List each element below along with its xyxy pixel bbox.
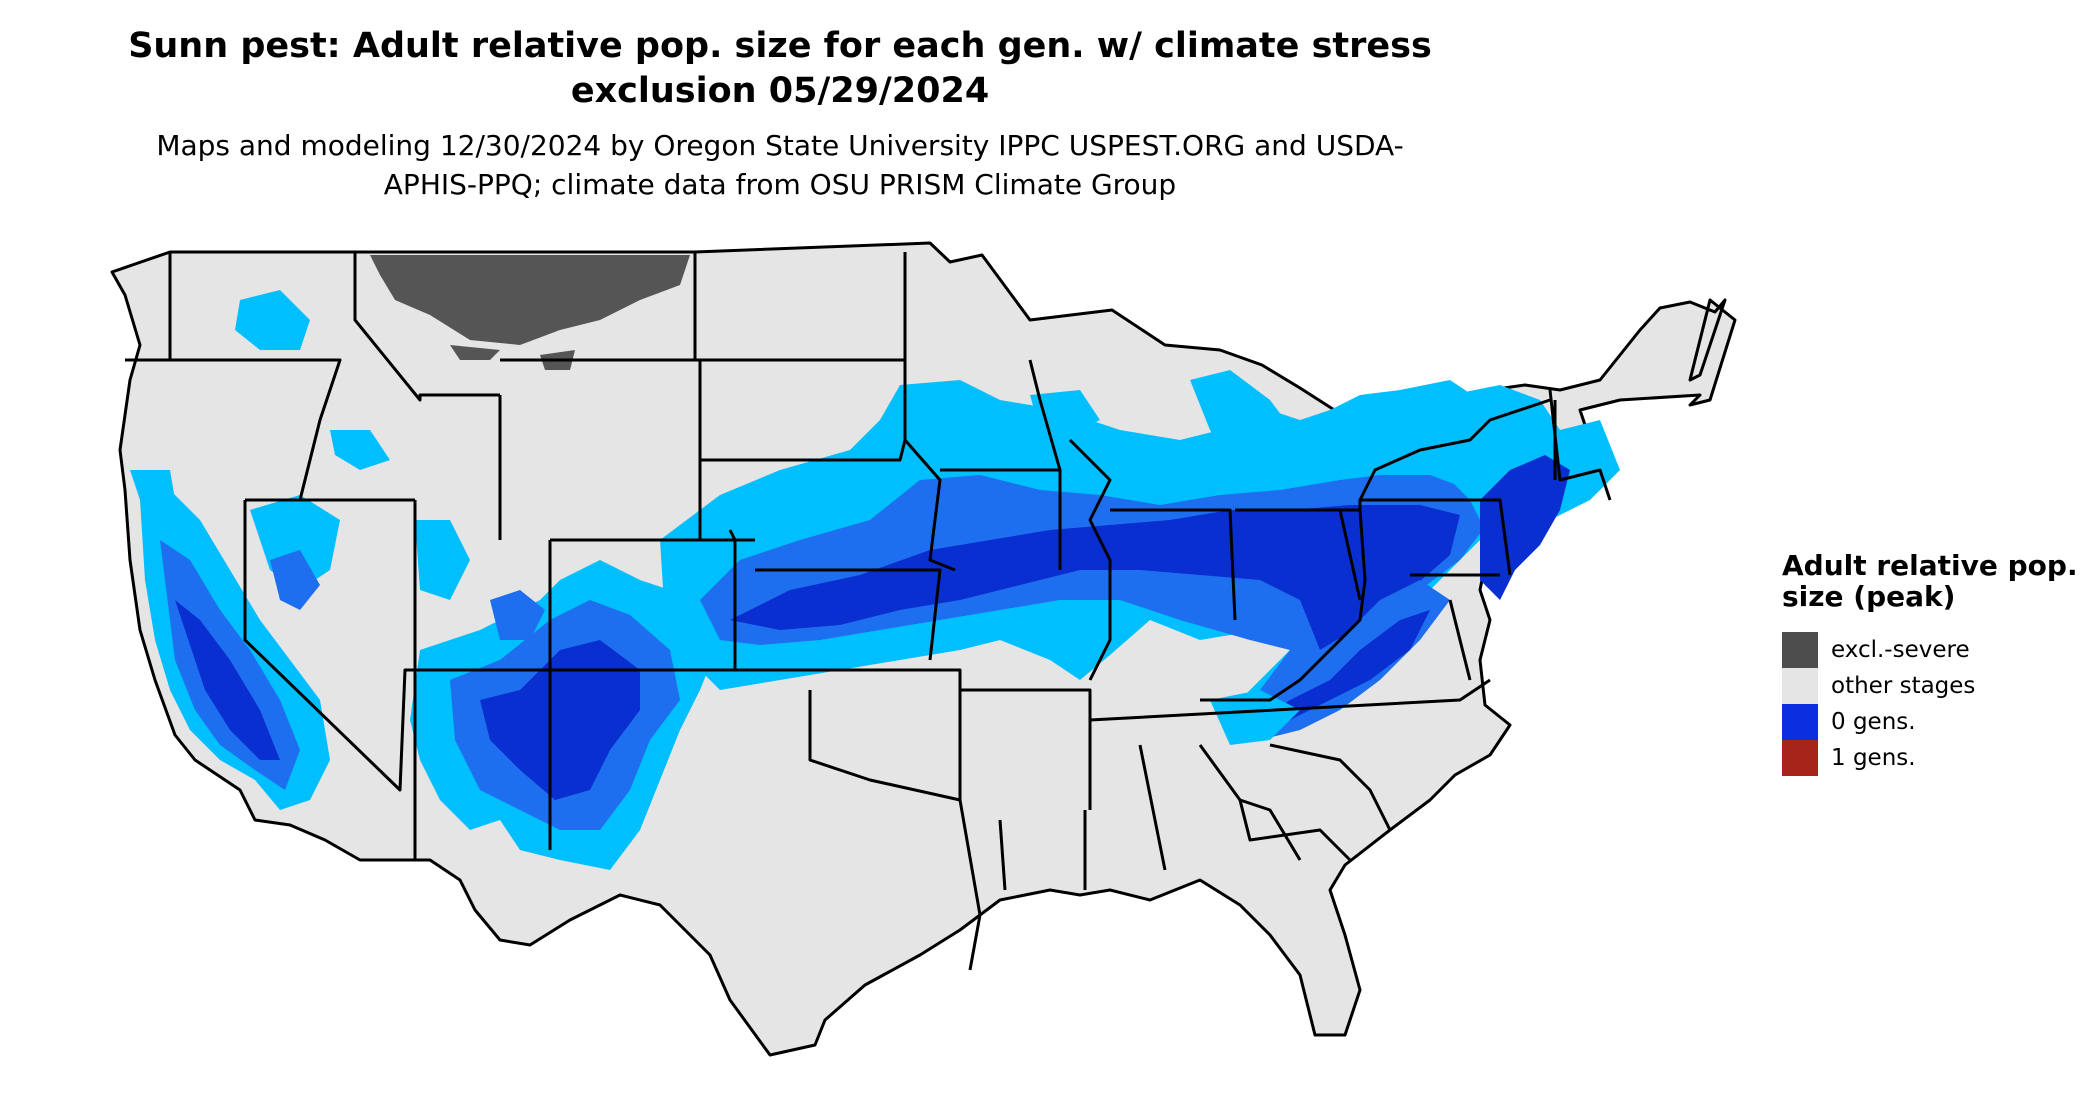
map-title: Sunn pest: Adult relative pop. size for …	[128, 26, 1432, 111]
legend-swatch-other-stages	[1782, 668, 1818, 704]
legend-label-other-stages: other stages	[1831, 673, 1976, 699]
legend-swatch-excl-severe	[1782, 632, 1818, 668]
legend-item-other-stages: other stages	[1782, 668, 2082, 704]
legend-title: Adult relative pop. size (peak)	[1782, 549, 2078, 613]
state-borders	[125, 252, 1612, 971]
legend-swatch-1-gens	[1782, 740, 1818, 776]
legend-label-0-gens: 0 gens.	[1831, 709, 1916, 735]
pop-size-zones	[130, 290, 1620, 870]
legend-label-excl-severe: excl.-severe	[1831, 637, 1970, 663]
excluded-zone	[370, 255, 690, 370]
legend-label-1-gens: 1 gens.	[1831, 745, 1916, 771]
legend: Adult relative pop. size (peak) excl.-se…	[1782, 550, 2082, 776]
legend-item-excl-severe: excl.-severe	[1782, 632, 2082, 668]
map-subtitle: Maps and modeling 12/30/2024 by Oregon S…	[156, 129, 1404, 201]
legend-swatch-0-gens	[1782, 704, 1818, 740]
legend-item-1-gens: 1 gens.	[1782, 740, 2082, 776]
legend-item-0-gens: 0 gens.	[1782, 704, 2082, 740]
